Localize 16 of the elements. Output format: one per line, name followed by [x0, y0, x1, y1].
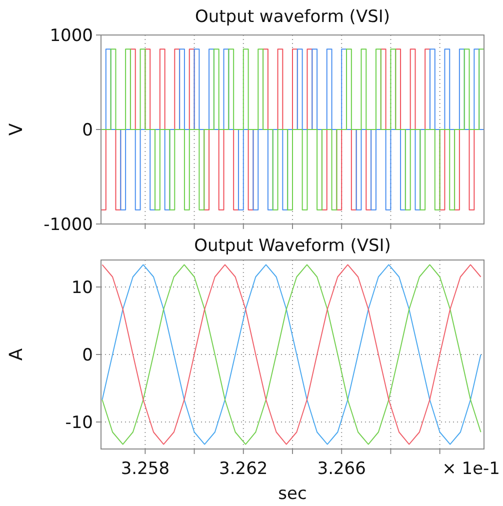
y-tick-label: -10 [65, 412, 93, 433]
y-axis-title: V [6, 122, 27, 136]
y-tick-label: 0 [82, 345, 93, 366]
chart-title: Output Waveform (VSI) [194, 236, 391, 256]
y-tick-label: -1000 [44, 214, 93, 235]
x-tick-label: 3.262 [219, 459, 268, 479]
y-tick-label: 10 [71, 278, 93, 298]
x-tick-label: 3.258 [120, 459, 170, 479]
text: × 1e-1 [442, 459, 500, 479]
chart-title: Output waveform (VSI) [194, 7, 390, 27]
x-tick-label: 3.266 [317, 459, 366, 479]
line-series [102, 264, 482, 445]
x-axis-title: sec [278, 484, 307, 504]
y-tick-label: 1000 [50, 26, 93, 46]
y-tick-label: 0 [82, 120, 93, 140]
y-axis-title: A [6, 348, 27, 361]
